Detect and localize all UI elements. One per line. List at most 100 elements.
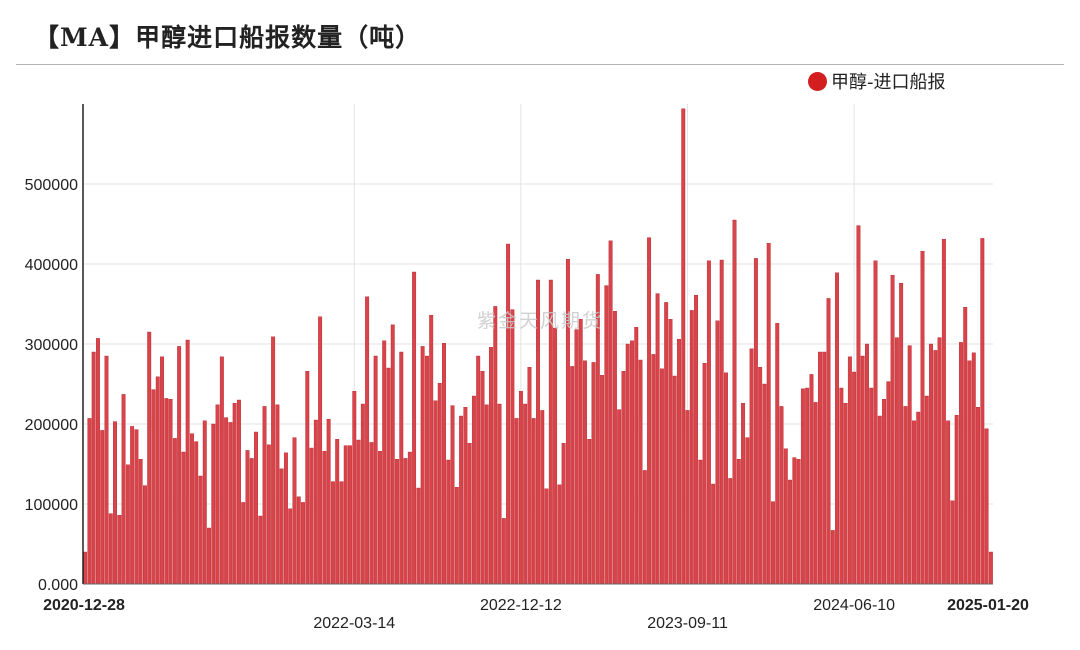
- bar[interactable]: [377, 451, 382, 585]
- bar[interactable]: [207, 527, 211, 585]
- bar[interactable]: [946, 420, 951, 585]
- bar[interactable]: [659, 368, 664, 585]
- bar[interactable]: [484, 404, 489, 585]
- bar[interactable]: [775, 323, 780, 585]
- bar[interactable]: [236, 399, 241, 585]
- bar[interactable]: [172, 438, 177, 585]
- bar[interactable]: [198, 475, 203, 585]
- bar[interactable]: [395, 459, 399, 585]
- bar[interactable]: [741, 403, 746, 585]
- bar[interactable]: [254, 431, 258, 585]
- bar[interactable]: [369, 442, 374, 585]
- bar[interactable]: [442, 343, 446, 585]
- bar[interactable]: [753, 258, 758, 585]
- legend[interactable]: 甲醇-进口船报: [808, 68, 946, 94]
- bar[interactable]: [360, 403, 365, 585]
- bar[interactable]: [711, 483, 716, 585]
- bar[interactable]: [788, 479, 793, 585]
- bar[interactable]: [877, 415, 882, 585]
- bar[interactable]: [634, 327, 639, 585]
- bar[interactable]: [886, 381, 891, 585]
- bar[interactable]: [967, 360, 972, 585]
- bar[interactable]: [403, 458, 408, 585]
- bar[interactable]: [540, 410, 545, 585]
- bar[interactable]: [493, 306, 498, 585]
- bar[interactable]: [830, 530, 835, 585]
- bar[interactable]: [343, 445, 348, 585]
- bar[interactable]: [771, 501, 775, 585]
- bar[interactable]: [677, 339, 681, 585]
- bar[interactable]: [869, 387, 874, 585]
- bar[interactable]: [318, 316, 323, 585]
- bar[interactable]: [416, 487, 421, 585]
- bar[interactable]: [719, 259, 724, 585]
- bar[interactable]: [647, 237, 652, 585]
- bar[interactable]: [412, 271, 417, 585]
- bar[interactable]: [134, 429, 139, 585]
- bar[interactable]: [313, 419, 318, 585]
- bar[interactable]: [852, 371, 857, 585]
- bar[interactable]: [792, 457, 797, 585]
- bar[interactable]: [813, 402, 818, 585]
- bar[interactable]: [224, 417, 229, 585]
- bar[interactable]: [963, 307, 968, 585]
- bar[interactable]: [390, 324, 395, 585]
- bar[interactable]: [557, 484, 562, 585]
- bar[interactable]: [147, 331, 152, 585]
- bar[interactable]: [736, 459, 741, 585]
- bar[interactable]: [305, 371, 310, 585]
- bar[interactable]: [117, 515, 122, 585]
- bar[interactable]: [971, 352, 976, 585]
- bar[interactable]: [446, 459, 451, 585]
- bar[interactable]: [694, 295, 699, 585]
- bar[interactable]: [984, 428, 989, 585]
- bar[interactable]: [241, 502, 246, 585]
- bar[interactable]: [185, 339, 190, 585]
- bar[interactable]: [113, 421, 117, 585]
- bar[interactable]: [630, 340, 634, 585]
- bar[interactable]: [608, 240, 613, 585]
- bar[interactable]: [177, 346, 182, 585]
- bar[interactable]: [194, 441, 199, 585]
- bar[interactable]: [365, 296, 370, 585]
- bar[interactable]: [561, 443, 566, 585]
- bar[interactable]: [467, 443, 472, 585]
- bar[interactable]: [373, 355, 378, 585]
- bar[interactable]: [604, 285, 609, 585]
- bar[interactable]: [805, 387, 810, 585]
- bar[interactable]: [275, 404, 280, 585]
- bar[interactable]: [514, 418, 519, 585]
- bar[interactable]: [578, 319, 583, 585]
- bar[interactable]: [386, 367, 391, 585]
- bar[interactable]: [352, 391, 357, 585]
- bar[interactable]: [249, 458, 254, 585]
- bar[interactable]: [706, 260, 711, 585]
- bar[interactable]: [130, 426, 135, 585]
- bar[interactable]: [843, 403, 848, 585]
- bar[interactable]: [288, 508, 293, 585]
- bar[interactable]: [600, 375, 605, 585]
- bar[interactable]: [617, 409, 622, 585]
- bar[interactable]: [976, 407, 980, 585]
- bar[interactable]: [142, 485, 147, 585]
- bar[interactable]: [796, 459, 801, 585]
- bar[interactable]: [689, 310, 694, 585]
- bar[interactable]: [301, 502, 305, 585]
- bar[interactable]: [283, 452, 288, 585]
- bar[interactable]: [672, 375, 677, 585]
- bar[interactable]: [783, 448, 788, 585]
- bar[interactable]: [612, 311, 617, 585]
- bar[interactable]: [728, 478, 733, 585]
- bar[interactable]: [501, 518, 506, 585]
- bar[interactable]: [882, 399, 886, 585]
- bar[interactable]: [266, 444, 271, 585]
- bar[interactable]: [510, 309, 515, 585]
- bar[interactable]: [800, 388, 805, 585]
- bar[interactable]: [87, 418, 92, 585]
- bar[interactable]: [407, 451, 412, 585]
- bar[interactable]: [437, 383, 442, 585]
- bar[interactable]: [980, 238, 985, 585]
- bar[interactable]: [335, 439, 340, 585]
- bar[interactable]: [454, 487, 459, 585]
- bar[interactable]: [749, 348, 754, 585]
